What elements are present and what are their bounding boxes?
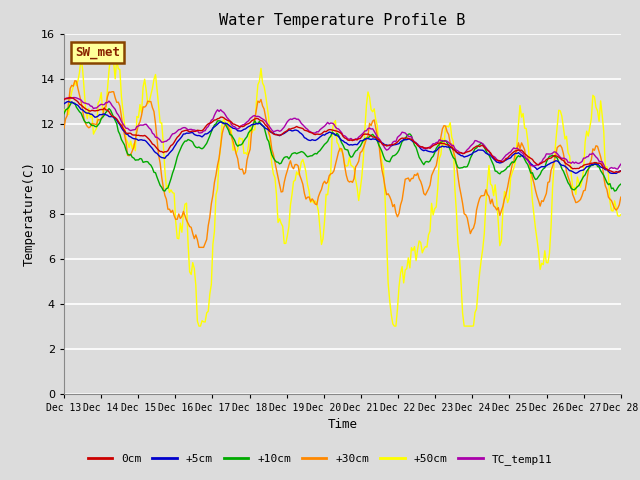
- Y-axis label: Temperature(C): Temperature(C): [22, 161, 35, 266]
- Title: Water Temperature Profile B: Water Temperature Profile B: [220, 13, 465, 28]
- X-axis label: Time: Time: [328, 418, 357, 431]
- Legend: 0cm, +5cm, +10cm, +30cm, +50cm, TC_temp11: 0cm, +5cm, +10cm, +30cm, +50cm, TC_temp1…: [83, 450, 557, 469]
- Text: SW_met: SW_met: [75, 46, 120, 59]
